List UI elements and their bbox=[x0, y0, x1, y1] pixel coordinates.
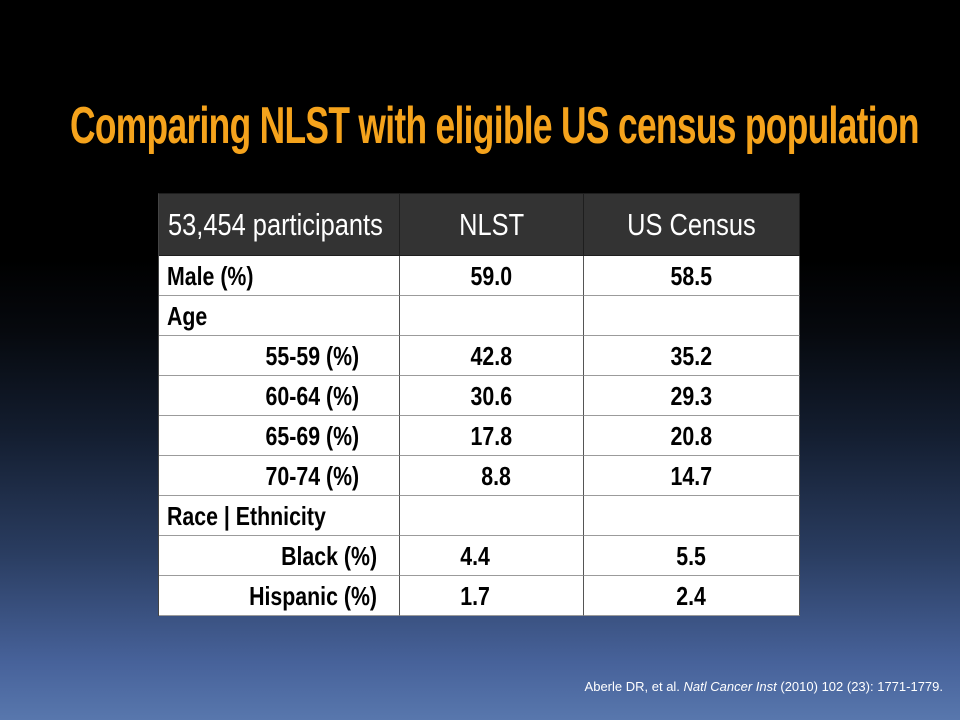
nlst-cell: 8.8 bbox=[400, 456, 584, 496]
census-value: 2.4 bbox=[676, 580, 707, 611]
nlst-value: 4.4 bbox=[460, 540, 491, 571]
nlst-cell: 59.0 bbox=[400, 256, 584, 296]
label-cell: Black (%) bbox=[159, 536, 400, 576]
census-cell: 20.8 bbox=[584, 416, 800, 456]
census-value: 20.8 bbox=[670, 420, 713, 451]
census-cell: 29.3 bbox=[584, 376, 800, 416]
header-us-census-label: US Census bbox=[627, 207, 756, 242]
nlst-cell: 1.7 bbox=[400, 576, 584, 616]
slide-title: Comparing NLST with eligible US census p… bbox=[70, 97, 919, 155]
census-value: 5.5 bbox=[676, 540, 707, 571]
comparison-table: 53,454 participants NLST US Census Male … bbox=[158, 193, 800, 616]
census-value: 29.3 bbox=[670, 380, 713, 411]
census-cell bbox=[584, 296, 800, 336]
nlst-value: 17.8 bbox=[470, 420, 513, 451]
citation-details: (2010) 102 (23): 1771-1779. bbox=[780, 679, 943, 694]
nlst-cell bbox=[400, 296, 584, 336]
header-participants-label: 53,454 participants bbox=[168, 207, 383, 242]
row-label: Age bbox=[167, 300, 208, 331]
label-cell: 60-64 (%) bbox=[159, 376, 400, 416]
census-cell bbox=[584, 496, 800, 536]
census-cell: 58.5 bbox=[584, 256, 800, 296]
row-label: Black (%) bbox=[281, 540, 377, 571]
citation-journal: Natl Cancer Inst bbox=[683, 679, 777, 694]
census-cell: 35.2 bbox=[584, 336, 800, 376]
row-label: Hispanic (%) bbox=[249, 580, 377, 611]
census-value: 14.7 bbox=[670, 460, 713, 491]
label-cell: 65-69 (%) bbox=[159, 416, 400, 456]
nlst-value: 59.0 bbox=[470, 260, 513, 291]
nlst-cell bbox=[400, 496, 584, 536]
nlst-value: 8.8 bbox=[481, 460, 512, 491]
census-cell: 2.4 bbox=[584, 576, 800, 616]
nlst-value: 42.8 bbox=[470, 340, 513, 371]
census-cell: 5.5 bbox=[584, 536, 800, 576]
label-cell: 70-74 (%) bbox=[159, 456, 400, 496]
label-cell: Age bbox=[159, 296, 400, 336]
nlst-cell: 4.4 bbox=[400, 536, 584, 576]
row-label: 70-74 (%) bbox=[265, 460, 359, 491]
row-label: 65-69 (%) bbox=[265, 420, 359, 451]
citation-authors: Aberle DR, et al. bbox=[584, 679, 680, 694]
row-label: 55-59 (%) bbox=[265, 340, 359, 371]
label-cell: Hispanic (%) bbox=[159, 576, 400, 616]
header-cell-participants: 53,454 participants bbox=[159, 194, 400, 256]
citation: Aberle DR, et al. Natl Cancer Inst (2010… bbox=[585, 679, 943, 695]
nlst-value: 1.7 bbox=[460, 580, 491, 611]
nlst-cell: 30.6 bbox=[400, 376, 584, 416]
nlst-cell: 17.8 bbox=[400, 416, 584, 456]
row-label: Race | Ethnicity bbox=[167, 500, 326, 531]
label-cell: Male (%) bbox=[159, 256, 400, 296]
header-cell-us-census: US Census bbox=[584, 194, 800, 256]
census-cell: 14.7 bbox=[584, 456, 800, 496]
header-cell-nlst: NLST bbox=[400, 194, 584, 256]
row-label: 60-64 (%) bbox=[265, 380, 359, 411]
nlst-value: 30.6 bbox=[470, 380, 513, 411]
label-cell: 55-59 (%) bbox=[159, 336, 400, 376]
census-value: 35.2 bbox=[670, 340, 713, 371]
nlst-cell: 42.8 bbox=[400, 336, 584, 376]
header-nlst-label: NLST bbox=[459, 207, 524, 242]
label-cell: Race | Ethnicity bbox=[159, 496, 400, 536]
row-label: Male (%) bbox=[167, 260, 254, 291]
census-value: 58.5 bbox=[670, 260, 713, 291]
